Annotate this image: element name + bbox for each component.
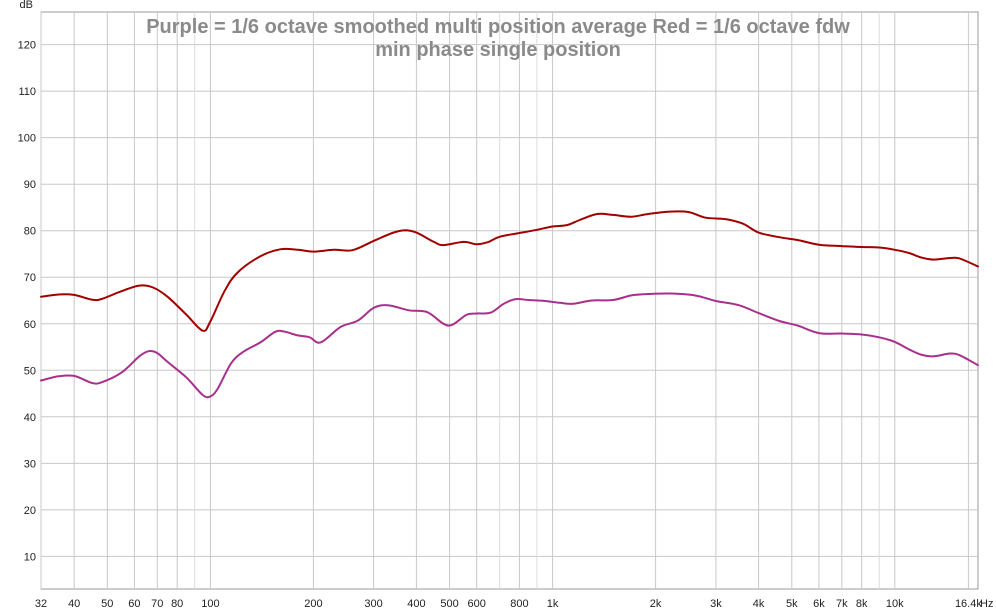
x-tick-label: 10k	[886, 598, 904, 610]
y-tick-label: 120	[18, 40, 36, 52]
x-tick-label: 3k	[710, 598, 722, 610]
x-tick-label: 6k	[813, 598, 825, 610]
x-tick-label: 600	[468, 598, 486, 610]
x-tick-label: 200	[304, 598, 322, 610]
x-tick-label: 1k	[547, 598, 559, 610]
y-tick-label: 80	[24, 226, 36, 238]
y-tick-label: 60	[24, 319, 36, 331]
y-tick-label: 40	[24, 412, 36, 424]
x-tick-label: 50	[101, 598, 113, 610]
x-tick-label: 32	[35, 598, 47, 610]
x-tick-label: 800	[510, 598, 528, 610]
x-axis-unit: Hz	[980, 598, 993, 610]
x-tick-label: 60	[128, 598, 140, 610]
x-gridlines	[40, 12, 969, 589]
y-axis-label: dB	[20, 0, 33, 11]
x-tick-label: 16.4k	[955, 598, 982, 610]
purple-average-curve	[40, 292, 979, 399]
y-tick-label: 10	[24, 551, 36, 563]
x-tick-label: 8k	[856, 598, 868, 610]
y-tick-label: 90	[24, 179, 36, 191]
x-tick-label: 4k	[753, 598, 765, 610]
chart-title-line1: Purple = 1/6 octave smoothed multi posit…	[146, 16, 850, 38]
x-tick-label: 500	[440, 598, 458, 610]
x-tick-label: 2k	[650, 598, 662, 610]
x-tick-label: 40	[68, 598, 80, 610]
series-layer	[40, 210, 979, 399]
tick-labels: 10 20 30 40 50 60 70 80 90 100 110 120 32 40 50 60 70 80 1…	[18, 40, 983, 610]
y-tick-label: 30	[24, 458, 36, 470]
x-tick-label: 70	[151, 598, 163, 610]
x-tick-label: 400	[407, 598, 425, 610]
x-tick-label: 300	[364, 598, 382, 610]
x-tick-label: 80	[171, 598, 183, 610]
chart-title-line2: min phase single position	[375, 39, 621, 61]
y-tick-label: 70	[24, 272, 36, 284]
red-fdw-curve	[40, 210, 979, 332]
y-tick-label: 100	[18, 133, 36, 145]
x-tick-label: 100	[201, 598, 219, 610]
y-tick-label: 20	[24, 505, 36, 517]
x-tick-label: 5k	[786, 598, 798, 610]
y-gridlines	[41, 44, 978, 557]
y-tick-label: 50	[24, 365, 36, 377]
x-tick-label: 7k	[836, 598, 848, 610]
y-tick-label: 110	[18, 86, 36, 98]
